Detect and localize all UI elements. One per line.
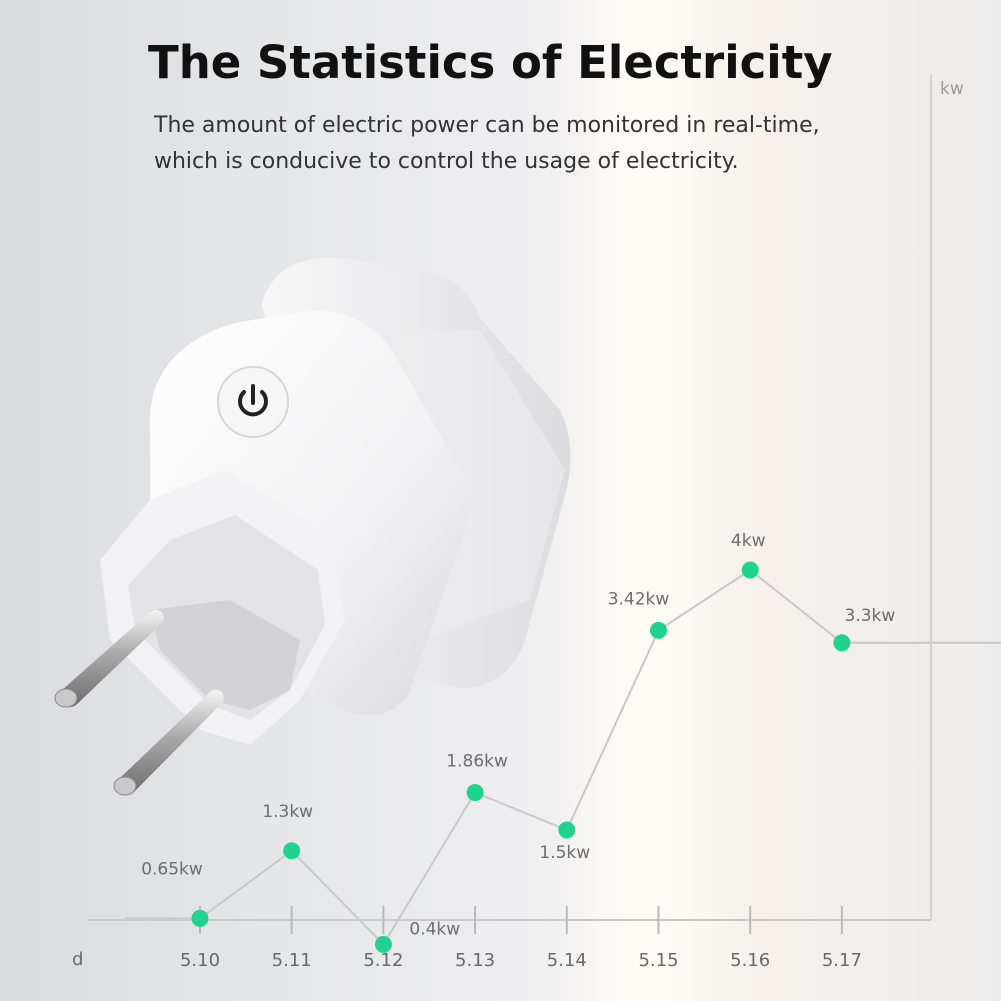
subtitle-line-2: which is conducive to control the usage …	[154, 149, 739, 174]
data-label: 1.86kw	[446, 752, 508, 772]
x-tick-label: 5.11	[272, 950, 312, 971]
data-point	[191, 909, 209, 927]
power-button	[217, 366, 289, 438]
page-subtitle: The amount of electric power can be moni…	[154, 108, 914, 180]
y-axis-unit: kw	[940, 79, 964, 99]
x-tick-label: 5.12	[363, 950, 403, 971]
data-point	[650, 621, 667, 639]
data-label: 4kw	[731, 531, 766, 551]
data-point	[558, 821, 576, 839]
data-point	[741, 561, 759, 579]
plug-body	[100, 257, 571, 745]
x-axis-unit: d	[72, 949, 83, 970]
plug-pins	[54, 609, 224, 796]
power-icon	[238, 384, 268, 417]
data-label: 1.3kw	[262, 802, 313, 822]
subtitle-line-1: The amount of electric power can be moni…	[154, 113, 820, 138]
data-point	[283, 842, 301, 860]
x-tick-label: 5.15	[638, 950, 678, 971]
data-label: 0.4kw	[409, 919, 460, 939]
data-label: 3.3kw	[845, 606, 896, 626]
data-label: 3.42kw	[608, 589, 670, 609]
x-tick-label: 5.17	[822, 950, 862, 971]
page-title: The Statistics of Electricity	[148, 36, 833, 89]
series-line	[199, 568, 843, 947]
x-tick-label: 5.13	[455, 950, 495, 971]
data-point	[466, 784, 484, 802]
data-label: 0.65kw	[141, 859, 203, 879]
x-tick-label: 5.10	[180, 950, 220, 971]
data-label: 1.5kw	[539, 843, 590, 863]
x-tick-label: 5.16	[730, 950, 770, 971]
data-point	[833, 634, 851, 652]
x-tick-label: 5.14	[547, 950, 587, 971]
data-point	[374, 935, 392, 953]
background-light	[560, 0, 740, 1001]
